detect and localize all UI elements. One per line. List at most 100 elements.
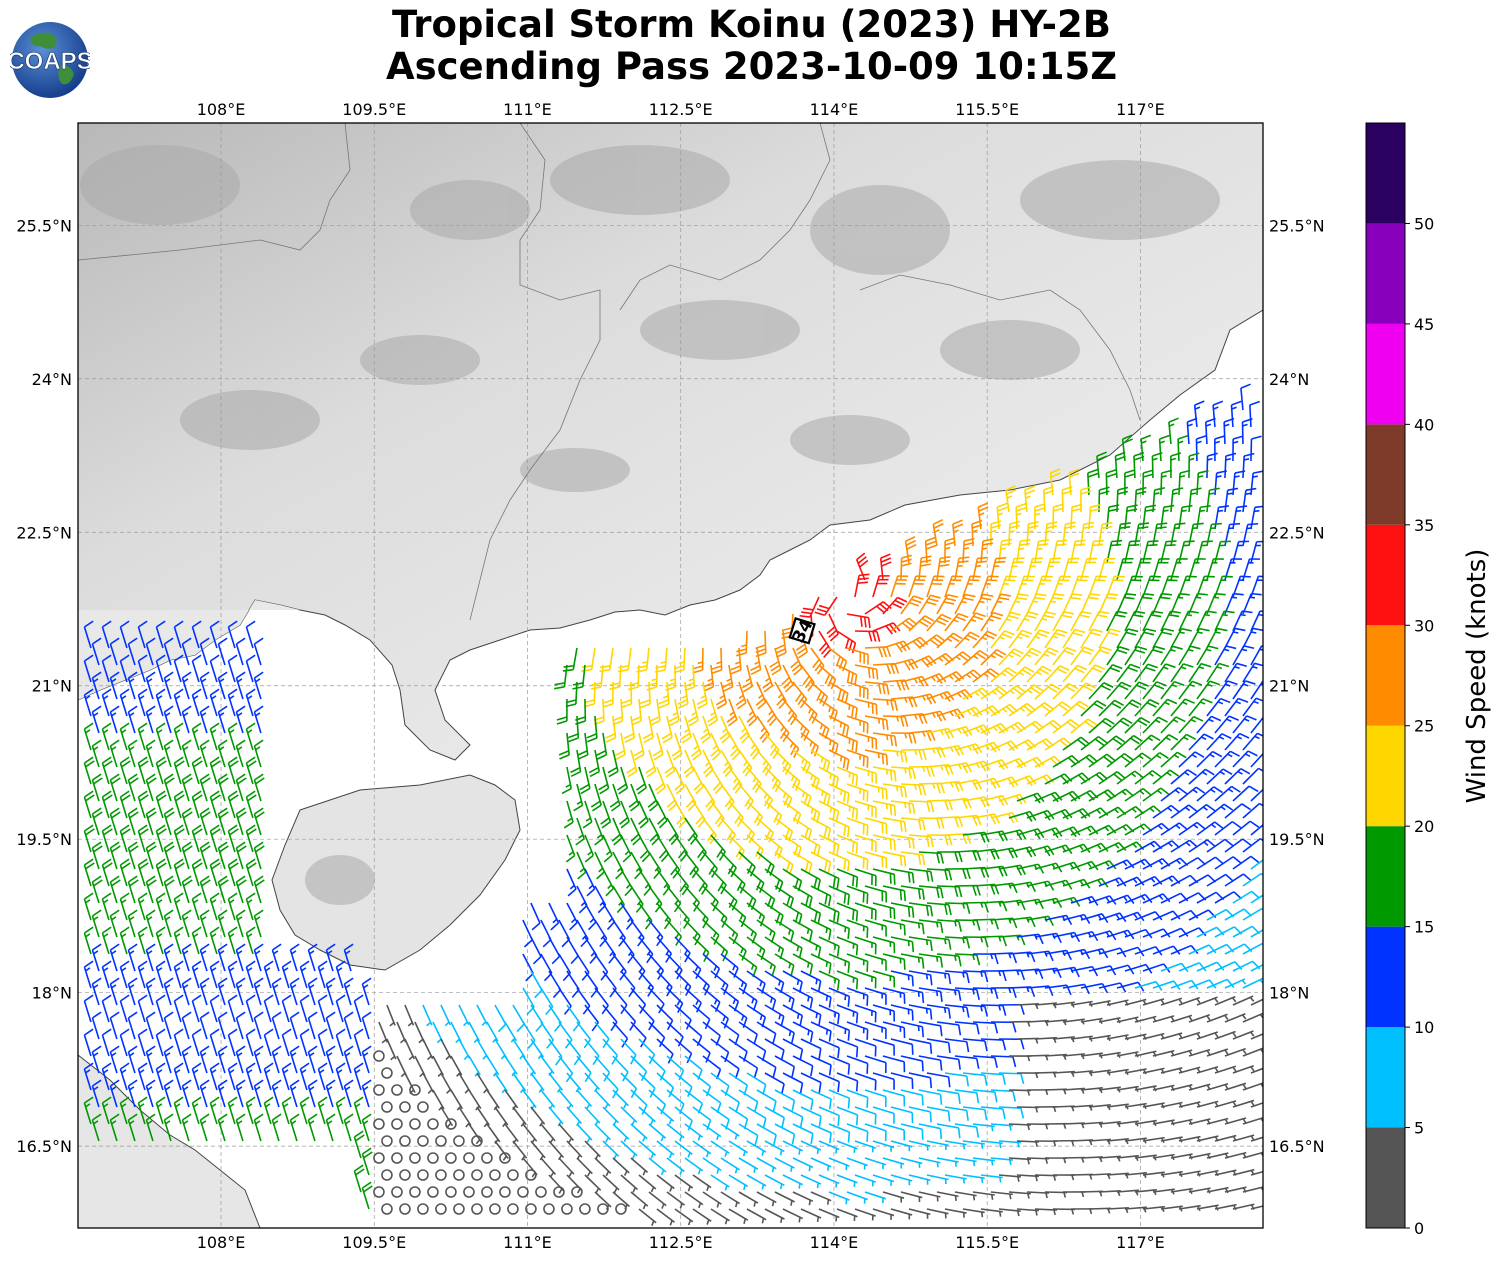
- wind-barb: [155, 620, 166, 649]
- wind-barb: [1242, 802, 1263, 819]
- wind-barb: [730, 647, 742, 675]
- wind-barb: [692, 647, 704, 674]
- wind-barb: [998, 757, 1027, 769]
- wind-barb: [630, 698, 643, 726]
- wind-barb: [245, 688, 256, 717]
- wind-barb: [1142, 610, 1164, 632]
- wind-barb: [818, 766, 840, 788]
- colorbar-tick-label-7: 35: [1414, 516, 1434, 535]
- wind-barb: [1193, 400, 1205, 428]
- wind-barb: [1224, 768, 1251, 785]
- wind-barb: [1106, 610, 1128, 632]
- wind-barb: [1178, 786, 1206, 802]
- wind-barb: [924, 536, 937, 564]
- wind-barb: [918, 594, 941, 615]
- wind-barb: [1206, 697, 1231, 717]
- wind-barb: [584, 681, 596, 708]
- wind-barb: [944, 688, 973, 700]
- wind-barb: [623, 715, 636, 743]
- colorbar-tick-label-0: 0: [1414, 1219, 1424, 1238]
- colorbar-bin-4: [1366, 725, 1405, 827]
- wind-barb: [1196, 645, 1219, 666]
- wind-barb: [253, 739, 264, 768]
- wind-barb: [1080, 521, 1095, 547]
- wind-barb: [1160, 751, 1187, 768]
- wind-barb: [864, 817, 888, 835]
- wind-barb: [568, 715, 580, 743]
- lat-right-4: 22.5°N: [1269, 523, 1325, 542]
- wind-barb: [1170, 592, 1190, 615]
- wind-barb: [1015, 502, 1027, 530]
- wind-barb: [810, 783, 831, 806]
- wind-barb: [846, 715, 869, 734]
- wind-barb: [556, 698, 568, 725]
- wind-barb: [1124, 752, 1152, 768]
- wind-barb: [1062, 593, 1083, 615]
- wind-barb: [854, 698, 878, 715]
- wind-barb: [1044, 737, 1072, 751]
- wind-barb: [1016, 575, 1035, 598]
- wind-barb: [1178, 751, 1205, 768]
- wind-barb: [1196, 715, 1222, 734]
- wind-barb: [1142, 645, 1166, 666]
- wind-barb: [1044, 521, 1058, 547]
- wind-barb: [253, 773, 265, 802]
- wind-barb: [1008, 520, 1021, 547]
- wind-barb: [1178, 610, 1199, 632]
- wind-barb: [579, 766, 591, 795]
- lon-bottom-2: 111°E: [503, 1233, 552, 1252]
- wind-barb: [127, 637, 138, 666]
- colorbar-bin-8: [1366, 323, 1405, 425]
- wind-barb: [1214, 750, 1240, 768]
- wind-barb: [1008, 775, 1037, 787]
- wind-barb: [854, 732, 878, 750]
- wind-barb: [692, 766, 704, 795]
- lon-tick-labels-bottom: 108°E 109.5°E 111°E 112.5°E 114°E 115.5°E 117°…: [197, 1233, 1165, 1252]
- wind-barb: [614, 732, 626, 761]
- title-line-1: Tropical Storm Koinu (2023) HY-2B: [392, 3, 1111, 46]
- wind-barb: [936, 632, 963, 649]
- wind-barb: [864, 681, 890, 695]
- wind-barb: [1016, 647, 1042, 666]
- wind-barb: [990, 630, 1015, 649]
- wind-barb: [1080, 700, 1107, 717]
- wind-barb: [1008, 666, 1035, 683]
- wind-barb: [774, 749, 792, 776]
- wind-barb: [1052, 682, 1079, 700]
- wind-barb: [980, 648, 1007, 666]
- wind-barb: [746, 698, 758, 727]
- wind-barb: [173, 756, 185, 785]
- wind-barb: [1178, 715, 1204, 734]
- wind-barb: [722, 664, 734, 693]
- wind-barb: [127, 671, 138, 700]
- wind-barb: [253, 637, 264, 666]
- wind-barb: [1098, 735, 1126, 751]
- wind-barb: [1250, 788, 1263, 802]
- wind-barb: [652, 732, 664, 761]
- wind-barb: [1124, 469, 1136, 496]
- wind-barb: [926, 652, 955, 666]
- wind-barb: [1124, 716, 1151, 734]
- wind-barb: [972, 741, 1001, 753]
- wind-barb: [586, 715, 598, 743]
- wind-barb: [664, 749, 676, 778]
- wind-barb: [253, 671, 264, 700]
- wind-barb: [782, 698, 798, 726]
- wind-barb: [1196, 786, 1223, 802]
- colorbar-tick-label-9: 45: [1414, 315, 1434, 334]
- wind-barb: [570, 749, 582, 778]
- wind-barb: [647, 783, 659, 812]
- wind-barb: [677, 681, 689, 709]
- wind-barb: [127, 705, 138, 734]
- wind-barb: [1124, 504, 1138, 530]
- wind-barb: [864, 715, 889, 731]
- wind-barb: [145, 773, 157, 802]
- wind-barb: [217, 705, 228, 734]
- wind-barb: [83, 654, 94, 683]
- wind-barb: [594, 817, 604, 846]
- colorbar-bin-2: [1366, 926, 1405, 1028]
- wind-barb: [191, 620, 202, 649]
- wind-barb: [918, 673, 947, 684]
- wind-barb: [227, 688, 238, 717]
- wind-barb: [1142, 787, 1170, 802]
